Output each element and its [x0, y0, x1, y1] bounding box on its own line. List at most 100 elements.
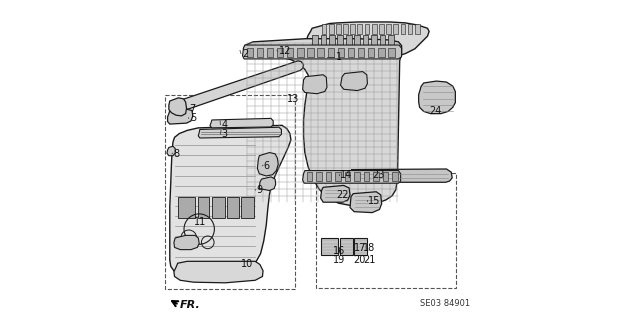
Bar: [371, 34, 377, 52]
Text: 23: 23: [372, 170, 384, 180]
Polygon shape: [303, 171, 401, 183]
Bar: [336, 24, 340, 33]
Polygon shape: [354, 238, 367, 255]
Bar: [392, 172, 398, 181]
Bar: [346, 34, 351, 52]
Bar: [307, 172, 312, 181]
Bar: [365, 24, 369, 33]
Bar: [329, 34, 335, 52]
Bar: [363, 34, 369, 52]
Bar: [350, 24, 355, 33]
Bar: [345, 172, 350, 181]
Bar: [368, 48, 374, 57]
Polygon shape: [350, 192, 381, 213]
Bar: [415, 24, 420, 33]
Polygon shape: [169, 98, 186, 116]
Bar: [401, 24, 405, 33]
Text: 17: 17: [353, 243, 366, 253]
Text: 13: 13: [287, 94, 299, 104]
Bar: [198, 197, 209, 218]
Bar: [378, 48, 385, 57]
Bar: [355, 34, 360, 52]
Text: 15: 15: [368, 196, 380, 206]
Bar: [343, 24, 348, 33]
Bar: [335, 172, 341, 181]
Text: 19: 19: [333, 255, 346, 265]
Bar: [408, 24, 412, 33]
Text: FR.: FR.: [180, 300, 201, 310]
Bar: [388, 34, 394, 52]
Text: 4: 4: [221, 120, 228, 130]
Bar: [227, 197, 239, 218]
Text: 1: 1: [335, 52, 342, 62]
Polygon shape: [210, 118, 273, 128]
Bar: [388, 48, 395, 57]
Bar: [287, 48, 293, 57]
Text: 9: 9: [257, 185, 262, 195]
Bar: [338, 48, 344, 57]
Bar: [373, 172, 379, 181]
Polygon shape: [321, 238, 338, 255]
Polygon shape: [321, 185, 350, 202]
Polygon shape: [170, 125, 291, 276]
Bar: [358, 24, 362, 33]
Bar: [297, 48, 303, 57]
Polygon shape: [307, 22, 429, 60]
Polygon shape: [167, 146, 175, 156]
Polygon shape: [340, 71, 367, 91]
Bar: [257, 48, 263, 57]
Bar: [312, 34, 318, 52]
Text: SE03 84901: SE03 84901: [420, 299, 470, 308]
Bar: [379, 24, 384, 33]
Text: 24: 24: [429, 107, 441, 116]
Text: 10: 10: [241, 259, 253, 270]
Bar: [178, 197, 195, 218]
Bar: [241, 197, 253, 218]
Bar: [372, 24, 376, 33]
Text: 12: 12: [278, 46, 291, 56]
Bar: [246, 48, 253, 57]
Text: 8: 8: [173, 149, 179, 159]
Text: 21: 21: [363, 255, 376, 265]
Bar: [394, 24, 398, 33]
Polygon shape: [257, 152, 278, 176]
Text: 18: 18: [363, 243, 375, 253]
Bar: [316, 172, 322, 181]
Bar: [307, 48, 314, 57]
Polygon shape: [259, 177, 276, 190]
Text: 14: 14: [340, 170, 353, 180]
Polygon shape: [340, 238, 353, 255]
Text: 3: 3: [221, 129, 228, 139]
Bar: [317, 48, 324, 57]
Polygon shape: [168, 109, 193, 124]
Polygon shape: [243, 45, 401, 59]
Text: 5: 5: [190, 113, 196, 123]
Polygon shape: [243, 39, 401, 205]
Bar: [354, 172, 360, 181]
Polygon shape: [182, 61, 303, 109]
Text: 7: 7: [189, 104, 195, 114]
Polygon shape: [174, 261, 263, 283]
Bar: [386, 24, 391, 33]
Bar: [321, 24, 326, 33]
Polygon shape: [303, 75, 327, 94]
Bar: [277, 48, 284, 57]
Text: 22: 22: [337, 190, 349, 200]
Bar: [348, 48, 354, 57]
Bar: [337, 34, 343, 52]
Polygon shape: [174, 235, 199, 250]
Bar: [326, 172, 332, 181]
Bar: [364, 172, 369, 181]
Bar: [358, 48, 364, 57]
Bar: [328, 48, 334, 57]
Text: 16: 16: [333, 246, 346, 256]
Text: 6: 6: [264, 161, 270, 171]
Text: 20: 20: [353, 255, 366, 265]
Bar: [380, 34, 385, 52]
Bar: [212, 197, 225, 218]
Bar: [267, 48, 273, 57]
Bar: [321, 34, 326, 52]
Text: 2: 2: [242, 48, 248, 59]
Polygon shape: [198, 127, 282, 138]
Bar: [383, 172, 388, 181]
